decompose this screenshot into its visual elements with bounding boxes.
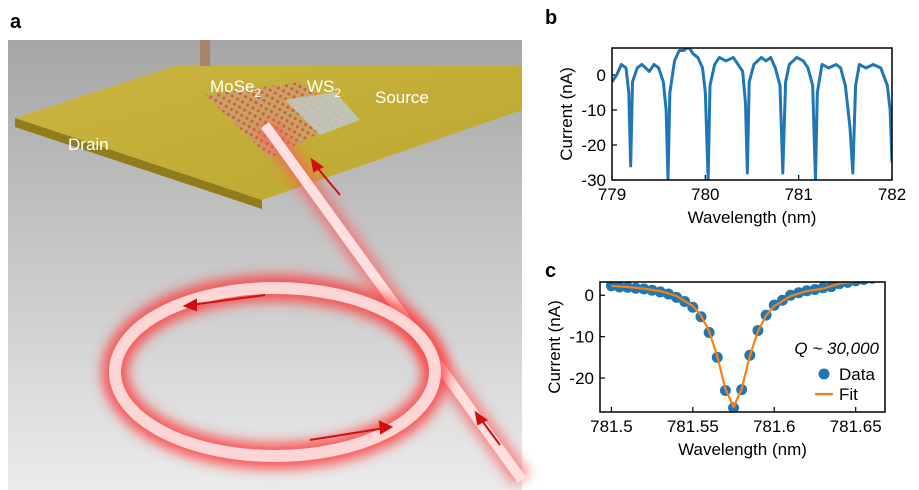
ws2-label: WS2 [307,77,341,100]
slab-side [15,118,262,209]
legend-swatch [818,368,830,380]
ws2-flake [285,92,360,135]
arrow-head [378,420,394,435]
panel-label: b [545,7,557,29]
series-line [612,48,892,180]
y-tick-label: -10 [581,101,606,120]
label-text: MoSe [210,77,254,96]
y-axis-label: Current (nA) [545,300,564,394]
series-line [611,282,862,409]
arrow [189,294,266,306]
label-sub: 2 [334,86,341,100]
y-tick-label: -20 [569,369,594,388]
drain-label: Drain [68,135,109,154]
x-tick-label: 781.65 [830,417,882,436]
annotation: Q ~ 30,000 [794,339,879,358]
x-tick-label: 779 [598,185,626,204]
y-tick-label: -30 [581,171,606,190]
panel-label: c [545,260,556,282]
plot-area [612,48,892,180]
y-tick-label: 0 [585,286,594,305]
axes-frame [599,281,886,413]
label-text: WS [307,77,334,96]
panel-label: a [10,11,22,33]
x-tick-label: 781.55 [667,417,719,436]
legend-label: Fit [839,385,858,404]
data-point [858,282,869,286]
illustration: Drain Source MoSe2 WS2 [8,40,531,490]
arrow [309,427,386,441]
arrow-head [182,298,197,312]
legend-label: Data [839,365,875,384]
x-tick-label: 781.6 [753,417,796,436]
plot-area [605,282,877,412]
data-point [850,282,862,287]
x-tick-label: 781 [784,185,812,204]
y-axis-label: Current (nA) [557,67,576,161]
x-tick-label: 782 [878,185,906,204]
waveguide-top [200,40,210,90]
y-tick-label: -20 [581,136,606,155]
arrow-head [310,157,324,173]
ring [109,282,441,462]
x-tick-label: 781.5 [590,417,633,436]
source-label: Source [375,88,429,107]
label-sub: 2 [254,86,261,100]
arrow [479,417,501,446]
x-axis-label: Wavelength (nm) [688,208,817,227]
chart: 781.5 781.55 781.6 781.65 -20 -10 0 Wavelength … [545,281,886,459]
axes-frame [611,47,893,181]
y-tick-label: -10 [569,328,594,347]
mose2-label: MoSe2 [210,77,261,100]
chart: 779 780 781 782 -30 -20 -10 0 Wavelength (nm) Cur… [557,47,906,227]
x-axis-label: Wavelength (nm) [678,440,807,459]
x-tick-label: 780 [691,185,719,204]
arrow [314,164,341,196]
arrow-head [474,410,488,426]
y-tick-label: 0 [597,66,606,85]
arrows [182,157,501,446]
